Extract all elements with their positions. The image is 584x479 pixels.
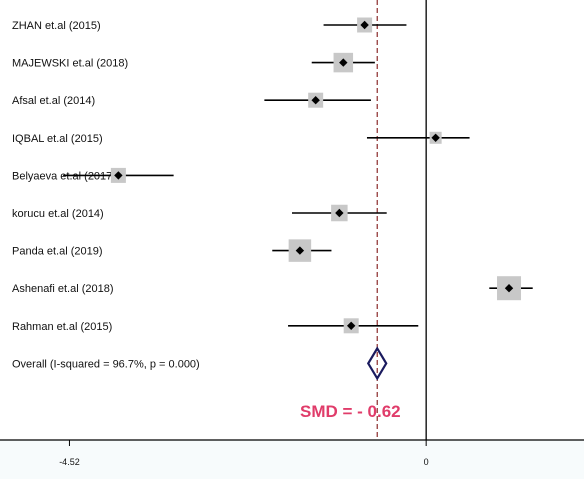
point-estimate-marker xyxy=(339,58,348,67)
overall-diamond xyxy=(366,346,388,381)
point-estimate-marker xyxy=(335,208,344,218)
study-label: Afsal et.al (2014) xyxy=(12,95,95,107)
point-estimate-marker xyxy=(295,246,305,255)
study-label: korucu et.al (2014) xyxy=(12,208,104,220)
point-estimate-marker xyxy=(114,171,123,180)
study-label: Ashenafi et.al (2018) xyxy=(12,283,114,295)
study-label: Panda et.al (2019) xyxy=(12,246,103,258)
x-tick-label: -4.52 xyxy=(59,457,80,467)
point-estimate-marker xyxy=(346,321,356,330)
study-label: IQBAL et.al (2015) xyxy=(12,133,103,145)
study-label: Rahman et.al (2015) xyxy=(12,321,112,333)
overall-label: Overall (I-squared = 96.7%, p = 0.000) xyxy=(12,358,200,370)
point-estimate-marker xyxy=(311,96,320,105)
plot-area xyxy=(0,0,584,440)
study-label: Belyaeva et.al (2017) xyxy=(12,170,116,182)
smd-annotation: SMD = - 0.62 xyxy=(300,402,401,421)
point-estimate-marker xyxy=(360,20,369,30)
x-tick-label: 0 xyxy=(424,457,429,467)
point-estimate-marker xyxy=(504,284,514,293)
point-estimate-marker xyxy=(431,133,440,142)
study-label: MAJEWSKI et.al (2018) xyxy=(12,58,128,70)
study-label: ZHAN et.al (2015) xyxy=(12,20,101,32)
